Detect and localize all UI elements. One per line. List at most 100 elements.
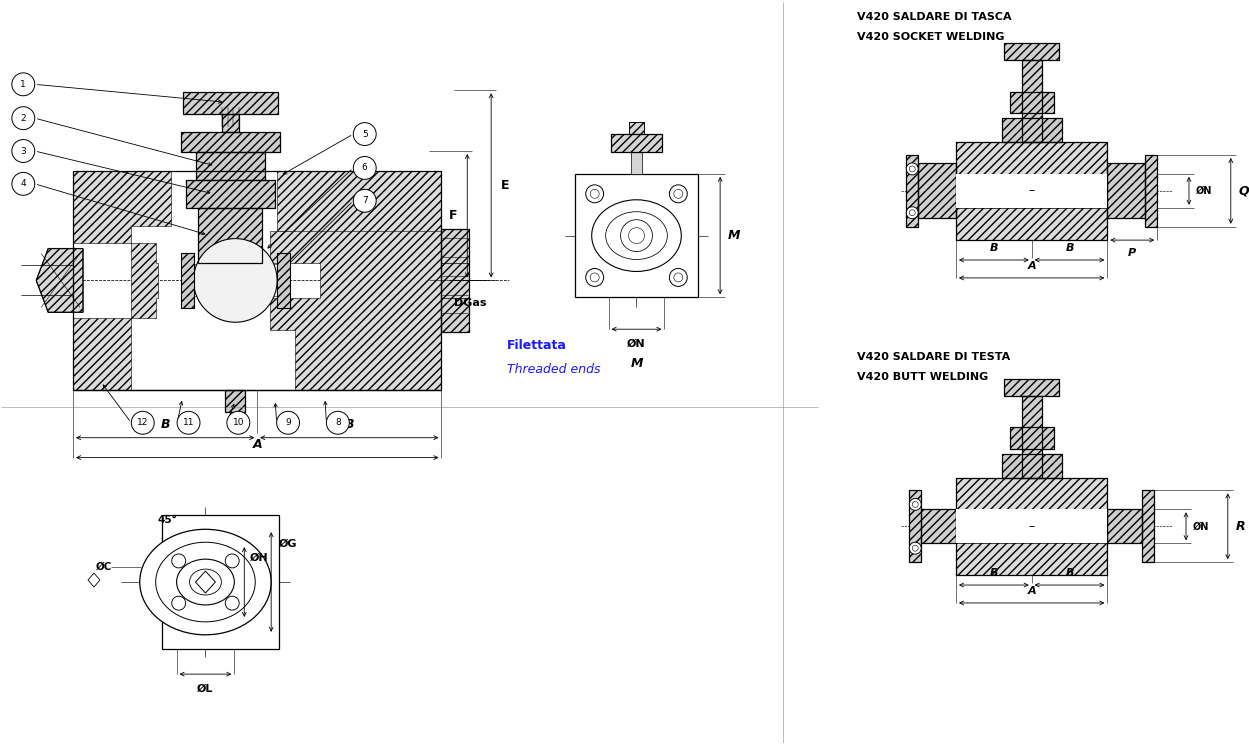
Text: M: M: [631, 357, 643, 370]
Bar: [161, 515, 279, 649]
Ellipse shape: [156, 542, 255, 622]
Bar: [225, 390, 245, 412]
Bar: [1009, 92, 1054, 113]
Text: A: A: [1028, 586, 1035, 596]
Text: M: M: [728, 229, 741, 242]
Text: ØL: ØL: [197, 684, 214, 694]
Bar: [1004, 43, 1059, 60]
Text: 3: 3: [20, 147, 26, 156]
Text: ØN: ØN: [627, 339, 646, 349]
Text: B: B: [1065, 568, 1074, 578]
Bar: [909, 490, 922, 562]
Polygon shape: [72, 171, 441, 231]
Text: B: B: [1065, 243, 1074, 253]
Bar: [955, 142, 1108, 240]
Text: 12: 12: [137, 418, 149, 428]
Circle shape: [194, 238, 277, 323]
Text: 9: 9: [285, 418, 291, 428]
Text: –: –: [1029, 184, 1035, 197]
Circle shape: [11, 172, 35, 195]
Circle shape: [131, 411, 154, 434]
Bar: [1022, 396, 1042, 478]
Circle shape: [172, 596, 186, 610]
Bar: [1108, 163, 1145, 218]
Bar: [441, 229, 470, 332]
Bar: [441, 229, 470, 332]
Bar: [955, 174, 1108, 208]
Circle shape: [907, 163, 918, 175]
Text: ØG: ØG: [279, 539, 297, 549]
Bar: [186, 180, 275, 208]
Bar: [909, 490, 922, 562]
Circle shape: [669, 268, 687, 286]
Text: ØC: ØC: [96, 562, 112, 572]
Bar: [611, 134, 662, 152]
Bar: [907, 155, 918, 226]
Bar: [1002, 454, 1062, 478]
Circle shape: [326, 411, 350, 434]
Circle shape: [11, 107, 35, 130]
Bar: [277, 253, 290, 308]
Bar: [918, 163, 955, 218]
Bar: [1145, 155, 1157, 226]
Circle shape: [177, 411, 200, 434]
Bar: [907, 155, 918, 226]
Text: B: B: [160, 418, 170, 431]
Bar: [186, 180, 275, 208]
Bar: [922, 510, 955, 543]
Bar: [628, 122, 644, 134]
Text: 2: 2: [20, 114, 26, 123]
Text: F: F: [448, 209, 457, 222]
Bar: [1009, 92, 1054, 113]
Bar: [277, 253, 290, 308]
Bar: [611, 134, 662, 152]
Circle shape: [276, 411, 300, 434]
Polygon shape: [270, 171, 441, 390]
Bar: [1004, 379, 1059, 396]
Bar: [181, 253, 194, 308]
Text: V420 SALDARE DI TASCA: V420 SALDARE DI TASCA: [858, 12, 1012, 22]
Bar: [1142, 490, 1154, 562]
Text: 7: 7: [362, 196, 367, 206]
Ellipse shape: [190, 569, 221, 595]
Text: B: B: [989, 243, 998, 253]
Text: E: E: [501, 179, 510, 192]
Bar: [631, 152, 642, 174]
Bar: [1108, 163, 1145, 218]
Text: A: A: [1028, 261, 1035, 271]
Text: R: R: [1235, 520, 1245, 533]
Bar: [1002, 118, 1062, 142]
Bar: [182, 92, 279, 114]
Text: 6: 6: [362, 163, 367, 172]
Text: Filettata: Filettata: [507, 339, 567, 352]
Bar: [1022, 60, 1042, 142]
Bar: [1009, 427, 1054, 449]
Bar: [1022, 60, 1042, 142]
Text: ØN: ØN: [1193, 522, 1209, 531]
Text: 5: 5: [362, 130, 367, 139]
Text: 45°: 45°: [157, 516, 177, 525]
Bar: [955, 142, 1108, 240]
Bar: [922, 510, 955, 543]
Text: B: B: [989, 568, 998, 578]
Text: –: –: [1029, 520, 1035, 533]
Text: 11: 11: [182, 418, 195, 428]
Text: P: P: [1128, 248, 1137, 258]
Circle shape: [353, 189, 376, 212]
Bar: [955, 478, 1108, 575]
Circle shape: [586, 185, 603, 203]
Bar: [1004, 379, 1059, 396]
Ellipse shape: [140, 529, 271, 635]
Text: B: B: [345, 418, 353, 431]
Text: Threaded ends: Threaded ends: [507, 363, 601, 375]
Bar: [1022, 396, 1042, 478]
Bar: [1142, 490, 1154, 562]
Bar: [181, 253, 194, 308]
Text: ØN: ØN: [1197, 186, 1213, 196]
Bar: [628, 122, 644, 134]
Bar: [1108, 510, 1142, 543]
Bar: [1002, 118, 1062, 142]
Bar: [1004, 43, 1059, 60]
Bar: [1002, 454, 1062, 478]
Circle shape: [225, 596, 239, 610]
